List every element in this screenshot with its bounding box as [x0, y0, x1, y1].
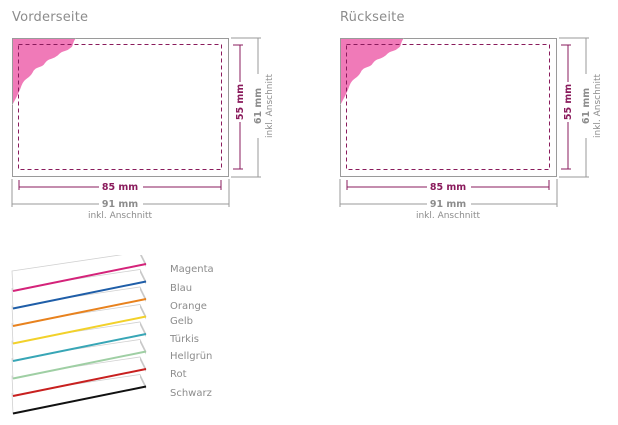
- color-label-orange: Orange: [170, 301, 207, 312]
- color-edge-schwarz: [12, 385, 147, 415]
- front-width-label: 85 mm: [102, 182, 138, 193]
- card-side: [140, 287, 146, 302]
- card-layer-blau: [11, 269, 147, 310]
- color-label-schwarz: Schwarz: [170, 388, 212, 399]
- card-side: [140, 269, 146, 285]
- color-edge-gelb: [12, 315, 147, 345]
- front-bleed-height-label: inkl. Anschnitt: [265, 73, 275, 138]
- color-edge-magenta: [12, 263, 147, 292]
- front-outer-width-label: 91 mm: [102, 199, 138, 210]
- card-side: [140, 357, 146, 372]
- card-layer-magenta: [11, 255, 147, 292]
- card-layer-schwarz: [11, 374, 147, 415]
- card-side: [140, 339, 146, 355]
- back-cut-line: [346, 44, 550, 170]
- color-label-tuerkis: Türkis: [170, 334, 199, 345]
- color-edge-türkis: [12, 333, 147, 362]
- card-side: [140, 304, 146, 320]
- back-bleed-height-label: inkl. Anschnitt: [593, 73, 603, 138]
- front-height-label: 55 mm: [235, 84, 246, 120]
- color-label-rot: Rot: [170, 369, 187, 380]
- color-edge-hellgrün: [12, 350, 147, 380]
- back-bleed-width-label: inkl. Anschnitt: [416, 211, 481, 220]
- card-layer-hellgrün: [11, 339, 147, 380]
- color-label-hellgruen: Hellgrün: [170, 351, 213, 362]
- back-card-diagram: 85 mm 91 mm inkl. Anschnitt 55 mm 61 mm …: [339, 37, 603, 220]
- front-bleed-width-label: inkl. Anschnitt: [88, 211, 153, 220]
- back-outer-height-label: 61 mm: [581, 88, 592, 124]
- color-stack-illustration: [11, 255, 147, 415]
- back-height-label: 55 mm: [563, 84, 574, 120]
- card-side: [140, 322, 146, 337]
- back-outer-width-label: 91 mm: [430, 199, 466, 210]
- front-card-diagram: 85 mm 91 mm inkl. Anschnitt 55 mm 61 mm …: [11, 37, 275, 220]
- color-edge-orange: [12, 298, 147, 327]
- card-layer-türkis: [11, 321, 147, 362]
- front-title: Vorderseite: [12, 10, 89, 25]
- front-torn-corner: [13, 39, 76, 105]
- front-cut-line: [18, 44, 222, 170]
- front-outer-height-label: 61 mm: [253, 88, 264, 124]
- card-layer-gelb: [11, 304, 147, 345]
- color-label-blau: Blau: [170, 283, 193, 294]
- card-layer-rot: [11, 356, 147, 397]
- card-side: [140, 374, 146, 390]
- front-card-outline: [12, 38, 229, 177]
- back-width-label: 85 mm: [430, 182, 466, 193]
- color-edge-blau: [12, 280, 147, 310]
- card-layer-orange: [11, 286, 147, 327]
- back-card-outline: [340, 38, 557, 177]
- color-edge-rot: [12, 368, 147, 397]
- back-torn-corner: [341, 39, 404, 105]
- back-title: Rückseite: [340, 10, 405, 25]
- color-label-magenta: Magenta: [170, 264, 214, 275]
- color-label-gelb: Gelb: [170, 316, 194, 327]
